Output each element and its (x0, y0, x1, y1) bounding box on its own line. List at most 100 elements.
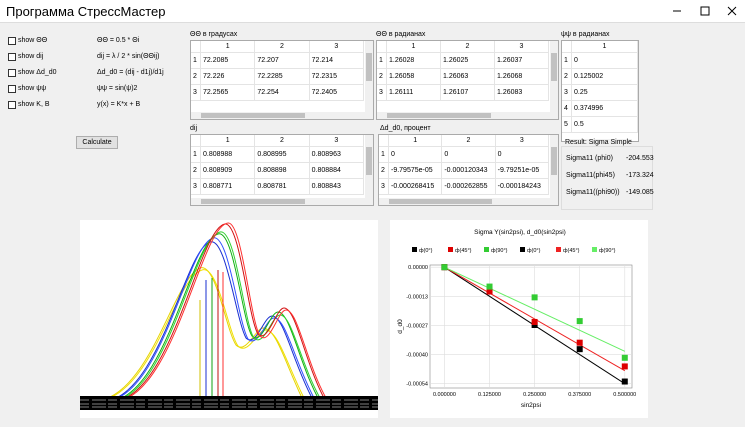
window-controls[interactable] (670, 4, 740, 18)
formula: ΘΘ = 0.5 * Θi (97, 37, 140, 44)
cell: 1.26107 (440, 84, 495, 101)
grid: 1 2 3 1 0.808988 0.808995 0.808963 2 0.808909 0.8… (191, 135, 365, 195)
cell: 72.2565 (200, 84, 256, 101)
scroll-thumb (201, 199, 306, 204)
checkbox-label[interactable]: show K, B (18, 101, 50, 108)
table-title: Δd_d0, процент (380, 125, 431, 132)
v-scrollbar[interactable] (365, 135, 373, 205)
cell: 0.808995 (254, 146, 310, 163)
column-header: 2 (254, 135, 310, 147)
legend-label: ф(90°) (599, 248, 616, 254)
h-scrollbar[interactable] (191, 198, 365, 205)
row: 3 1.26111 1.26107 1.26083 (377, 84, 549, 101)
close[interactable] (727, 6, 737, 16)
grid: 1 2 3 1 72.2085 72.207 72.214 2 72.226 72.2285 72.… (191, 41, 365, 101)
point (441, 264, 448, 271)
cell: 0.808963 (309, 146, 365, 163)
v-scrollbar[interactable] (550, 41, 558, 119)
legend-swatch (448, 247, 453, 252)
column-header: 1 (386, 41, 441, 53)
cell: 1.26083 (494, 84, 549, 101)
cell: 0 (441, 146, 496, 163)
legend-label: ф(45°) (455, 248, 472, 254)
h-scrollbar[interactable] (377, 112, 550, 119)
column-header: 3 (309, 135, 365, 147)
cell: 0 (495, 146, 550, 163)
data-table: 1 2 3 1 1.26028 1.26025 1.26037 2 1.26058 1.26063… (376, 40, 559, 120)
checkbox-label[interactable]: show Δd_d0 (18, 69, 57, 76)
row: 2 -9.79575e-05 -0.000120343 -9.79251e-05 (379, 162, 550, 179)
cell: 72.207 (254, 52, 310, 69)
result-value: -149.085 (626, 189, 654, 196)
chart: Sigma Y(sin2psi), d_d0(sin2psi) 0.00000 -… (390, 220, 648, 418)
checkbox-label[interactable]: show dij (18, 53, 44, 60)
scroll-thumb (201, 113, 306, 118)
row-header: 1 (562, 52, 572, 69)
curve (105, 233, 378, 403)
cell: 0.808843 (309, 178, 365, 195)
checkbox[interactable] (8, 53, 16, 61)
row: 2 1.26058 1.26063 1.26068 (377, 68, 549, 85)
point (486, 288, 493, 295)
checkbox-label[interactable]: show ψψ (18, 85, 47, 92)
v-scrollbar[interactable] (365, 41, 373, 119)
corner-cell (377, 41, 387, 53)
row-header: 3 (562, 84, 572, 101)
row: 2 0.125002 (562, 68, 638, 85)
h-scrollbar[interactable] (191, 112, 365, 119)
scroll-thumb (389, 199, 492, 204)
checkbox[interactable] (8, 69, 16, 77)
data-table: 1 1 0 2 0.125002 3 0.25 4 0.374996 5 0.5 (561, 40, 639, 142)
corner-cell (191, 41, 201, 53)
cell: 1.26025 (440, 52, 495, 69)
cell: -0.000120343 (441, 162, 496, 179)
row: 2 0.808909 0.808898 0.808884 (191, 162, 365, 179)
legend-label: ф(90°) (491, 248, 508, 254)
curves (89, 222, 378, 403)
row: 1 1.26028 1.26025 1.26037 (377, 52, 549, 69)
cell: 0.374996 (571, 100, 638, 117)
x-tick-label: 0.000000 (433, 392, 456, 398)
scroll-thumb (387, 113, 491, 118)
cell: 0.25 (571, 84, 638, 101)
calculate-button[interactable]: Calculate (76, 136, 118, 149)
checkbox[interactable] (8, 37, 16, 45)
y-tick-label: -0.00054 (406, 382, 428, 388)
cell: 0.808781 (254, 178, 310, 195)
v-scrollbar[interactable] (550, 135, 558, 205)
cell: 72.226 (200, 68, 256, 85)
window-title: Программа СтрессМастер (6, 4, 166, 19)
cell: 0.125002 (571, 68, 638, 85)
x-axis-label: sin2psi (521, 402, 541, 409)
baseline-noise (80, 396, 378, 410)
grid: 1 2 3 1 1.26028 1.26025 1.26037 2 1.26058 1.26063… (377, 41, 549, 101)
row-header: 1 (377, 52, 387, 69)
row: 3 0.808771 0.808781 0.808843 (191, 178, 365, 195)
checkbox[interactable] (8, 85, 16, 93)
column-header: 1 (388, 135, 443, 147)
row: 2 72.226 72.2285 72.2315 (191, 68, 365, 85)
data-table: 1 2 3 1 0.808988 0.808995 0.808963 2 0.808909 0.8… (190, 134, 374, 206)
point (531, 318, 538, 325)
row-header: 3 (377, 84, 387, 101)
row-header: 2 (191, 162, 201, 179)
checkbox-label[interactable]: show ΘΘ (18, 37, 48, 44)
table-title: ψψ в радианах (561, 31, 610, 38)
maximize[interactable] (700, 6, 710, 16)
row-header: 2 (377, 68, 387, 85)
curve (91, 269, 378, 403)
h-scrollbar[interactable] (379, 198, 550, 205)
x-tick-label: 0.375000 (568, 392, 591, 398)
row-header: 3 (191, 178, 201, 195)
curve (107, 231, 378, 403)
peak-markers (199, 270, 224, 402)
cell: 0.808988 (200, 146, 256, 163)
point (531, 321, 538, 328)
checkbox[interactable] (8, 101, 16, 109)
formula: ψψ = sin(ψ)2 (97, 85, 138, 92)
x-tick-label: 0.125000 (478, 392, 501, 398)
plot-area (429, 264, 633, 389)
row: 5 0.5 (562, 116, 638, 133)
